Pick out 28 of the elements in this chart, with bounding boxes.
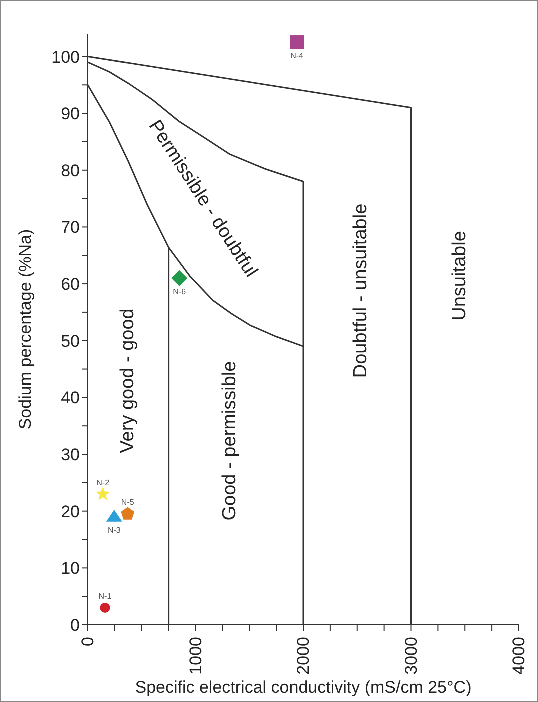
x-axis-title: Specific electrical conductivity (mS/cm 25°C) xyxy=(135,678,472,697)
x-tick-label: 3000 xyxy=(402,637,421,675)
x-tick-label: 1000 xyxy=(186,637,206,675)
y-tick-label: 20 xyxy=(61,502,80,522)
y-tick-label: 60 xyxy=(61,275,80,294)
y-tick-label: 0 xyxy=(70,616,80,636)
y-tick-label: 10 xyxy=(61,559,80,578)
series-label: N-1 xyxy=(98,592,112,601)
y-tick-label: 90 xyxy=(61,104,80,124)
y-axis-title: Sodium percentage (%Na) xyxy=(16,229,36,430)
x-tick-label: 0 xyxy=(78,637,98,646)
annotation: Unsuitable xyxy=(450,231,470,321)
series-label: N-2 xyxy=(96,478,110,488)
series-label: N-6 xyxy=(173,287,187,296)
y-tick-label: 70 xyxy=(61,218,80,238)
series-label: N-5 xyxy=(121,498,135,508)
y-tick-label: 50 xyxy=(61,332,80,351)
y-tick-label: 40 xyxy=(61,388,80,408)
annotation: Good - permissible xyxy=(220,361,240,521)
series-label: N-4 xyxy=(290,52,304,61)
series-label: N-3 xyxy=(108,526,122,536)
annotation: Very good - good xyxy=(118,308,138,454)
x-tick-label: 2000 xyxy=(294,637,313,675)
y-tick-label: 80 xyxy=(61,161,80,180)
x-tick-label: 4000 xyxy=(510,637,528,675)
y-tick-label: 30 xyxy=(61,446,80,465)
y-tick-label: 100 xyxy=(52,48,80,67)
annotation: Doubtful - unsuitable xyxy=(350,204,372,378)
